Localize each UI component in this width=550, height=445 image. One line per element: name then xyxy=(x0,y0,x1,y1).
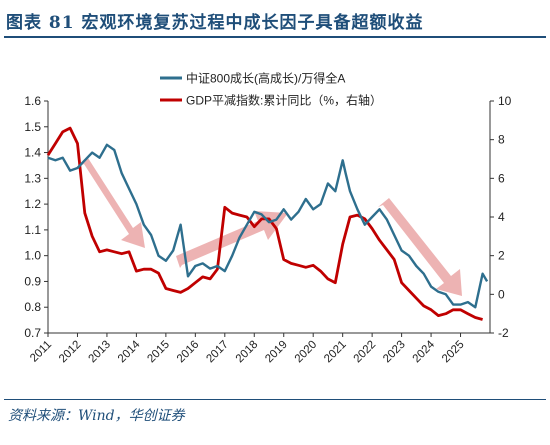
footer-rule xyxy=(4,399,546,400)
right-tick-label: 2 xyxy=(498,249,505,263)
left-tick-label: 1.1 xyxy=(24,223,41,237)
left-tick-label: 1.2 xyxy=(24,197,41,211)
trend-arrow-up-1 xyxy=(176,211,288,268)
chart-title: 图表 81 宏观环境复苏过程中成长因子具备超额收益 xyxy=(6,13,424,33)
left-tick-label: 1.6 xyxy=(24,94,41,108)
x-tick-label: 2016 xyxy=(175,339,202,366)
title-rule xyxy=(4,36,546,38)
x-tick-label: 2022 xyxy=(352,339,379,366)
right-tick-label: 10 xyxy=(498,94,512,108)
right-tick-label: 4 xyxy=(498,210,505,224)
legend: 中证800成长(高成长)/万得全A GDP平减指数:累计同比（%，右轴） xyxy=(160,71,382,108)
x-tick-label: 2017 xyxy=(204,339,231,366)
left-tick-label: 0.9 xyxy=(24,274,41,288)
x-tick-label: 2021 xyxy=(322,339,349,366)
left-tick-label: 0.8 xyxy=(24,300,41,314)
right-tick-label: 0 xyxy=(498,287,505,301)
x-tick-label: 2024 xyxy=(411,338,438,365)
left-tick-label: 1.4 xyxy=(24,146,41,160)
right-tick-label: 8 xyxy=(498,133,505,147)
trend-arrow-down-2 xyxy=(378,198,462,296)
source-note: 资料来源：Wind，华创证券 xyxy=(8,408,185,424)
legend-label: 中证800成长(高成长)/万得全A xyxy=(186,71,345,86)
left-tick-label: 1.3 xyxy=(24,171,41,185)
legend-label: GDP平减指数:累计同比（%，右轴） xyxy=(186,93,382,108)
x-tick-label: 2012 xyxy=(57,339,84,366)
x-tick-label: 2014 xyxy=(116,338,143,365)
left-tick-label: 1.5 xyxy=(24,120,41,134)
x-tick-label: 2015 xyxy=(145,339,172,366)
series-line-growth-ratio xyxy=(47,143,489,309)
x-tick-label: 2023 xyxy=(381,339,408,366)
x-tick-label: 2013 xyxy=(86,339,113,366)
x-tick-label: 2020 xyxy=(293,339,320,366)
trend-arrows xyxy=(76,158,462,296)
left-tick-label: 0.7 xyxy=(24,326,41,340)
x-tick-label: 2018 xyxy=(234,339,261,366)
right-tick-label: -2 xyxy=(498,326,509,340)
trend-arrow-down-1 xyxy=(76,158,145,248)
x-tick-label: 2019 xyxy=(263,339,290,366)
x-tick-label: 2011 xyxy=(28,339,54,365)
right-tick-label: 6 xyxy=(498,171,505,185)
left-tick-label: 1.0 xyxy=(24,249,41,263)
series-lines xyxy=(46,126,489,321)
x-tick-label: 2025 xyxy=(440,339,467,366)
chart: 1.6 1.5 1.4 1.3 1.2 1.1 1.0 0.9 0.8 0.7 10 8 6 4 2 0 -2 2… xyxy=(24,71,512,366)
